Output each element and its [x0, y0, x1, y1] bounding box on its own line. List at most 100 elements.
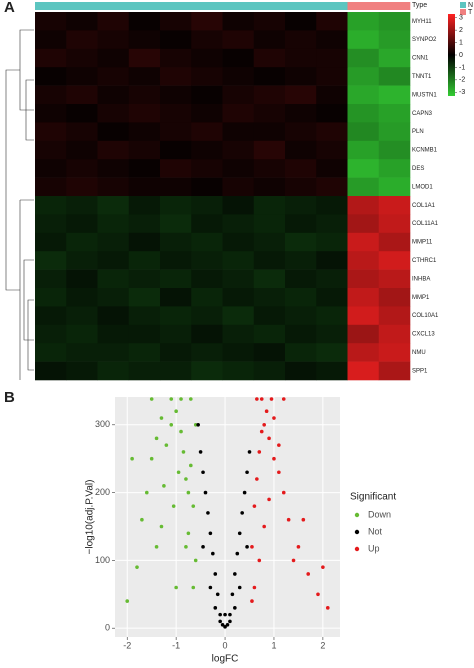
heatmap-cell [222, 159, 255, 178]
heatmap-cell [191, 140, 223, 160]
heatmap-cell [316, 30, 348, 50]
heatmap-cell [253, 214, 286, 234]
heatmap-cell [191, 306, 223, 326]
point [228, 619, 232, 624]
point [176, 470, 181, 475]
gene-label: KCNMB1 [412, 148, 438, 154]
point [233, 572, 237, 576]
heatmap-cell [316, 324, 348, 344]
heatmap-cell [97, 196, 130, 215]
heatmap-cell [222, 177, 255, 197]
gene-label: CXCL13 [412, 332, 435, 338]
heatmap-cell [222, 196, 255, 215]
heatmap-cell [222, 122, 255, 142]
heatmap-cell [97, 140, 130, 160]
legend-label: Not [368, 526, 383, 536]
point [242, 490, 247, 495]
point [220, 622, 225, 627]
y-axis-label: −log10(adj.P.Val) [85, 480, 96, 555]
heatmap-cell [253, 67, 286, 86]
legend-marker [354, 529, 360, 535]
point [252, 585, 257, 590]
heatmap-cell [253, 177, 286, 197]
gene-label: MMP11 [412, 240, 433, 246]
point [201, 545, 205, 549]
heatmap-cell [35, 214, 67, 234]
point [245, 545, 249, 549]
heatmap-cell [347, 269, 380, 289]
point [223, 612, 227, 617]
heatmap-cell [66, 361, 98, 381]
point [154, 545, 159, 549]
heatmap-cell [97, 251, 130, 270]
point [291, 558, 296, 563]
heatmap-cell [253, 324, 286, 344]
point [223, 625, 227, 629]
heatmap-cell [222, 343, 255, 362]
point [267, 497, 271, 502]
heatmap-cell [316, 67, 348, 86]
point [259, 397, 264, 401]
gene-label: DES [412, 166, 424, 172]
heatmap-cell [66, 85, 98, 105]
heatmap-cell [128, 232, 161, 252]
x-tick-label: -2 [123, 640, 131, 650]
heatmap-cell [253, 232, 286, 252]
heatmap-cell [191, 251, 223, 270]
point [174, 409, 178, 414]
point [233, 606, 237, 610]
y-tick-label: 300 [95, 419, 110, 429]
heatmap-cell [97, 177, 130, 197]
point [301, 517, 306, 522]
legend-label: Up [368, 543, 380, 553]
heatmap-cell [191, 196, 223, 215]
point [189, 397, 193, 401]
gene-label: CAPN3 [412, 111, 433, 117]
heatmap-cell [378, 177, 411, 197]
heatmap-cell [191, 288, 223, 307]
heatmap-cell [35, 48, 67, 68]
heatmap-cell [378, 196, 411, 215]
point [259, 429, 264, 434]
heatmap-cell [35, 361, 67, 381]
heatmap-cell [66, 67, 98, 86]
point [247, 450, 252, 454]
point [281, 397, 286, 401]
heatmap-cell [316, 251, 348, 270]
point [171, 504, 176, 508]
type-bar-cell [285, 2, 317, 10]
heatmap-cell [128, 177, 161, 197]
heatmap-cell [66, 343, 98, 362]
heatmap-cell [316, 306, 348, 326]
heatmap-cell [160, 251, 192, 270]
gene-label: SYNPO2 [412, 37, 437, 43]
point [189, 463, 193, 468]
point [237, 585, 242, 590]
gene-label: COL1A1 [412, 203, 436, 209]
point [272, 416, 276, 420]
heatmap-cell [285, 214, 317, 234]
point [154, 436, 159, 441]
heatmap-cell [191, 177, 223, 197]
y-tick-label: 200 [95, 487, 110, 497]
heatmap-cell [128, 361, 161, 381]
heatmap-cell [347, 306, 380, 326]
heatmap-cell [285, 324, 317, 344]
heatmap-cell [347, 85, 380, 105]
heatmap-cell [378, 67, 411, 86]
heatmap-cell [128, 214, 161, 234]
heatmap-cell [378, 343, 411, 362]
point [269, 397, 274, 401]
heatmap-cell [191, 104, 223, 123]
heatmap-cell [347, 343, 380, 362]
point [208, 585, 213, 590]
heatmap-cell [222, 288, 255, 307]
heatmap-cell [222, 214, 255, 234]
heatmap-cell [35, 251, 67, 270]
heatmap-cell [160, 343, 192, 362]
heatmap-cell [66, 269, 98, 289]
gene-label: INHBA [412, 276, 430, 282]
heatmap-cell [160, 159, 192, 178]
legend-marker [354, 546, 360, 552]
heatmap-cell [285, 30, 317, 50]
